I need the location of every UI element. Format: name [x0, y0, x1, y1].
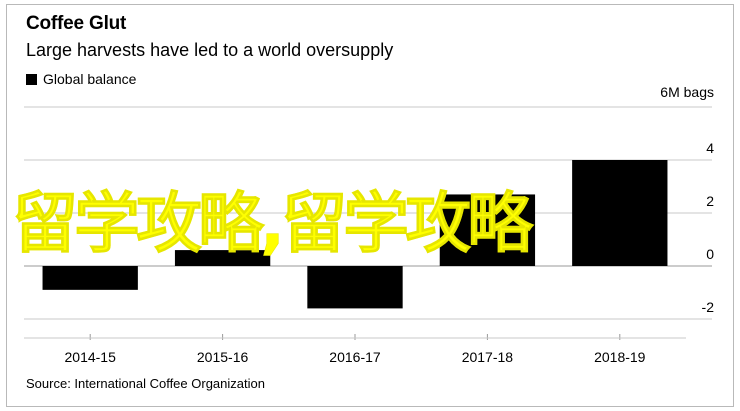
bar-2017-18 [439, 194, 536, 266]
chart-title: Coffee Glut [26, 13, 127, 34]
x-tick-label: 2018-19 [594, 349, 646, 365]
legend-label: Global balance [43, 71, 137, 87]
source-note: Source: International Coffee Organizatio… [26, 376, 265, 391]
y-tick-label: 0 [706, 246, 714, 262]
legend-swatch [26, 73, 37, 85]
y-unit-label: 6M bags [660, 84, 714, 100]
y-tick-label: -2 [702, 299, 715, 315]
x-tick-label: 2014-15 [65, 349, 117, 365]
x-tick-label: 2015-16 [197, 349, 249, 365]
x-tick-label: 2017-18 [462, 349, 514, 365]
watermark-overlay: 留学攻略,留学攻略 [12, 185, 534, 263]
legend: Global balance [26, 71, 136, 87]
bar-2015-16 [174, 250, 271, 266]
bar-2014-15 [42, 266, 138, 290]
bar-2018-19 [572, 160, 668, 266]
y-tick-label: 2 [706, 193, 714, 209]
bar-2016-17 [307, 266, 403, 309]
x-tick-label: 2016-17 [329, 349, 381, 365]
y-tick-label: 4 [706, 140, 714, 156]
chart-subtitle: Large harvests have led to a world overs… [26, 40, 394, 60]
